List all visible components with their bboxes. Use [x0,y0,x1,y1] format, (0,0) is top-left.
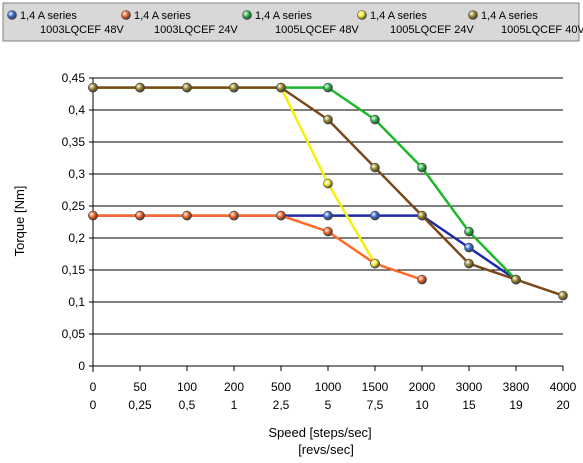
data-point [323,226,333,237]
data-point [182,82,192,93]
data-point [276,210,286,221]
x-tick-label: 0 [90,380,97,394]
data-point [464,242,474,253]
data-point [370,210,380,221]
data-point [464,226,474,237]
y-axis-title: Torque [Nm] [12,186,27,257]
y-tick-label: 0,35 [62,135,86,149]
legend-label-model: 1005LQCEF 48V [275,24,359,36]
x-tick-label-secondary: 20 [556,398,570,412]
legend-label: 1,4 A series [370,10,427,22]
data-point [88,210,98,221]
y-tick-label: 0 [78,359,85,373]
x-tick-label-secondary: 7,5 [367,398,384,412]
x-tick-label-secondary: 10 [415,398,429,412]
data-point [511,274,521,285]
x-tick-label: 100 [177,380,197,394]
data-point [323,82,333,93]
legend-marker [7,10,17,20]
x-tick-label: 3000 [456,380,483,394]
y-tick-label: 0,25 [62,199,86,213]
data-point [229,82,239,93]
x-tick-label: 1500 [362,380,389,394]
data-point [135,210,145,221]
legend-label-model: 1003LQCEF 24V [154,24,238,36]
data-point [135,82,145,93]
legend-marker [357,10,367,20]
x-tick-label-secondary: 0,5 [179,398,196,412]
x-axis-title: Speed [steps/sec] [268,425,371,440]
y-tick-label: 0,05 [62,327,86,341]
data-point [417,210,427,221]
y-tick-label: 0,4 [68,103,85,117]
x-tick-label: 1000 [315,380,342,394]
data-point [323,178,333,189]
data-point [229,210,239,221]
y-tick-labels: 0 0,05 0,1 0,15 0,2 0,25 0,3 0,35 0,4 0,45 [62,71,93,373]
data-point [464,258,474,269]
x-tick-label: 4000 [550,380,577,394]
legend-label-model: 1005LQCEF 40V [501,24,583,36]
data-point [370,114,380,125]
data-point [323,210,333,221]
x-tick-label-secondary: 5 [325,398,332,412]
data-point [323,114,333,125]
x-tick-label: 500 [271,380,291,394]
x-tick-label: 3800 [503,380,530,394]
data-point [182,210,192,221]
x-tick-label-secondary: 19 [509,398,523,412]
y-tick-label: 0,1 [68,295,85,309]
y-tick-label: 0,3 [68,167,85,181]
x-axis-title-secondary: [revs/sec] [298,442,354,457]
x-tick-label: 2000 [409,380,436,394]
legend: 1,4 A series 1003LQCEF 48V 1,4 A series 100… [2,2,583,42]
legend-box [2,2,580,42]
data-point [417,162,427,173]
series-line [93,86,377,265]
y-tick-label: 0,15 [62,263,86,277]
series-line [93,214,423,281]
y-tick-label: 0,2 [68,231,85,245]
legend-label: 1,4 A series [255,10,312,22]
x-tick-label: 50 [133,380,147,394]
legend-label: 1,4 A series [20,10,77,22]
x-tick-label-secondary: 1 [231,398,238,412]
legend-marker [468,10,478,20]
data-point [276,82,286,93]
data-point [370,162,380,173]
series-points [88,82,568,301]
x-tick-label-secondary: 15 [462,398,476,412]
series-line [93,86,517,281]
x-tick-label-secondary: 0 [90,398,97,412]
y-tick-label: 0,45 [62,71,86,85]
legend-label-model: 1005LQCEF 24V [390,24,474,36]
x-tick-label-secondary: 0,25 [128,398,152,412]
x-tick-label-secondary: 2,5 [273,398,290,412]
data-point [558,290,568,301]
x-tick-labels: 00500,251000,520015002,51000515007,52000… [90,366,577,412]
data-point [88,82,98,93]
legend-label: 1,4 A series [134,10,191,22]
legend-label: 1,4 A series [481,10,538,22]
data-point [417,274,427,285]
data-point [370,258,380,269]
legend-label-model: 1003LQCEF 48V [40,24,124,36]
plot-area: 00,050,10,150,20,250,30,350,40,45 00500,… [62,71,577,412]
legend-marker [121,10,131,20]
legend-marker [242,10,252,20]
x-tick-label: 200 [224,380,244,394]
